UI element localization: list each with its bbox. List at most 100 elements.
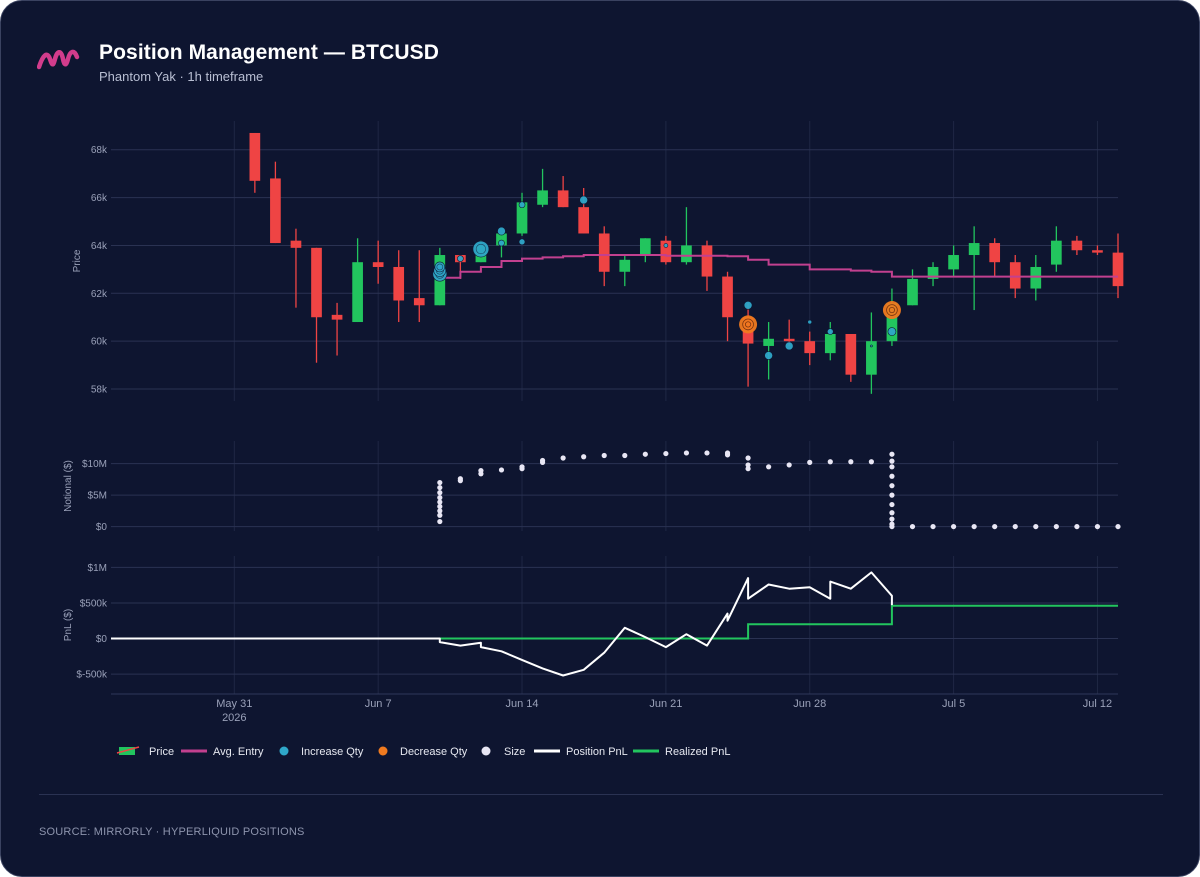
candle-down <box>598 226 610 287</box>
candle-body <box>845 333 857 375</box>
y-tick-label: 68k <box>91 145 108 156</box>
y-axis-label: Price <box>72 249 83 272</box>
size-point <box>950 523 957 530</box>
decrease-qty-ring <box>744 321 752 328</box>
size-point <box>889 501 895 508</box>
candle-down <box>701 240 713 291</box>
size-point <box>1074 523 1080 530</box>
candle-body <box>948 255 959 270</box>
candle-body <box>537 190 548 205</box>
legend-item[interactable]: Size <box>481 746 526 758</box>
size-point <box>909 523 916 530</box>
candle-down <box>413 250 425 323</box>
legend-item[interactable]: Increase Qty <box>279 746 364 758</box>
size-point <box>1012 523 1018 530</box>
x-tick-label: Jun 21 <box>649 698 682 710</box>
candle-up <box>927 262 939 287</box>
candle-up <box>763 322 774 380</box>
legend-label: Price <box>149 746 174 758</box>
legend-item[interactable]: Realized PnL <box>633 746 730 758</box>
legend-label: Decrease Qty <box>400 746 468 758</box>
size-point <box>437 484 443 491</box>
realized-pnl-line <box>111 604 1118 640</box>
decrease-qty-marker <box>882 301 901 320</box>
increase-qty-marker <box>518 201 526 209</box>
increase-qty-marker <box>807 319 813 325</box>
y-tick-label: $0 <box>96 522 108 533</box>
legend-decrease-swatch <box>378 746 388 756</box>
legend-price-swatch-line <box>116 746 140 754</box>
x-tick-label: May 31 <box>216 698 252 710</box>
increase-qty-marker <box>579 195 588 205</box>
y-tick-label: $5M <box>88 491 107 502</box>
candle-body <box>927 266 939 279</box>
candle-down <box>270 161 281 244</box>
candle-down <box>1071 235 1083 256</box>
legend-item[interactable]: Position PnL <box>534 746 628 758</box>
size-point <box>437 503 443 510</box>
increase-qty-marker <box>663 243 669 248</box>
candle-body <box>824 333 836 354</box>
size-point <box>1053 523 1059 530</box>
candle-body <box>701 245 713 277</box>
size-point <box>704 450 710 456</box>
source-note: SOURCE: MIRRORLY · HYPERLIQUID POSITIONS <box>39 826 305 838</box>
candle-body <box>722 276 733 318</box>
legend-label: Increase Qty <box>301 746 364 758</box>
increase-qty-ring <box>436 263 444 271</box>
footer-divider <box>39 794 1163 795</box>
size-point <box>437 495 443 501</box>
size-point <box>560 455 566 461</box>
size-point <box>971 523 977 530</box>
size-point <box>437 490 443 496</box>
size-point <box>745 466 751 472</box>
size-point <box>807 459 813 465</box>
y-tick-label: 60k <box>91 337 108 348</box>
size-point <box>930 523 936 530</box>
candle-down <box>1092 245 1103 256</box>
candle-body <box>866 341 877 375</box>
candle-down <box>578 188 590 234</box>
size-point <box>889 516 895 522</box>
size-point <box>848 459 854 465</box>
increase-qty-ring <box>475 243 487 255</box>
x-tick-label: Jun 7 <box>365 698 392 710</box>
size-point <box>889 523 895 530</box>
y-tick-label: 58k <box>91 385 108 396</box>
size-point <box>745 462 751 468</box>
size-point <box>745 455 751 461</box>
size-point <box>642 451 648 457</box>
increase-qty-marker <box>887 327 897 336</box>
candle-body <box>660 240 672 263</box>
legend-label: Realized PnL <box>665 746 730 758</box>
chart-subtitle: Phantom Yak · 1h timeframe <box>99 69 264 84</box>
position-chart[interactable]: May 31 2026 Jun 7 Jun 14 Jun 21 Jun 28 Jul 5 Ju… <box>1 1 1199 801</box>
legend-item[interactable]: Avg. Entry <box>181 746 264 758</box>
size-point <box>663 450 669 457</box>
candle-up <box>1030 255 1042 301</box>
size-point <box>437 518 443 525</box>
legend-item[interactable]: Decrease Qty <box>378 746 468 758</box>
candle-down <box>557 176 569 208</box>
candle-body <box>578 207 590 234</box>
x-tick-label: Jul 5 <box>942 698 965 710</box>
legend-label: Size <box>504 746 525 758</box>
increase-qty-marker <box>472 240 490 258</box>
size-point <box>539 457 546 464</box>
candle-body <box>413 298 425 306</box>
x-tick-label: Jun 28 <box>793 698 826 710</box>
y-axis-label: PnL ($) <box>63 609 74 641</box>
size-point <box>868 459 874 465</box>
candle-body <box>1051 240 1062 265</box>
candle-body <box>681 245 692 263</box>
y-tick-label: 64k <box>91 241 108 252</box>
size-point <box>889 510 895 516</box>
position-pnl-line <box>111 571 893 677</box>
legend-item[interactable]: Price <box>116 746 174 758</box>
candle-body <box>249 132 261 181</box>
candle-down <box>1112 233 1124 299</box>
candle-body <box>496 233 507 246</box>
size-point <box>766 464 772 470</box>
candle-down <box>290 228 302 308</box>
size-point <box>1094 523 1101 530</box>
